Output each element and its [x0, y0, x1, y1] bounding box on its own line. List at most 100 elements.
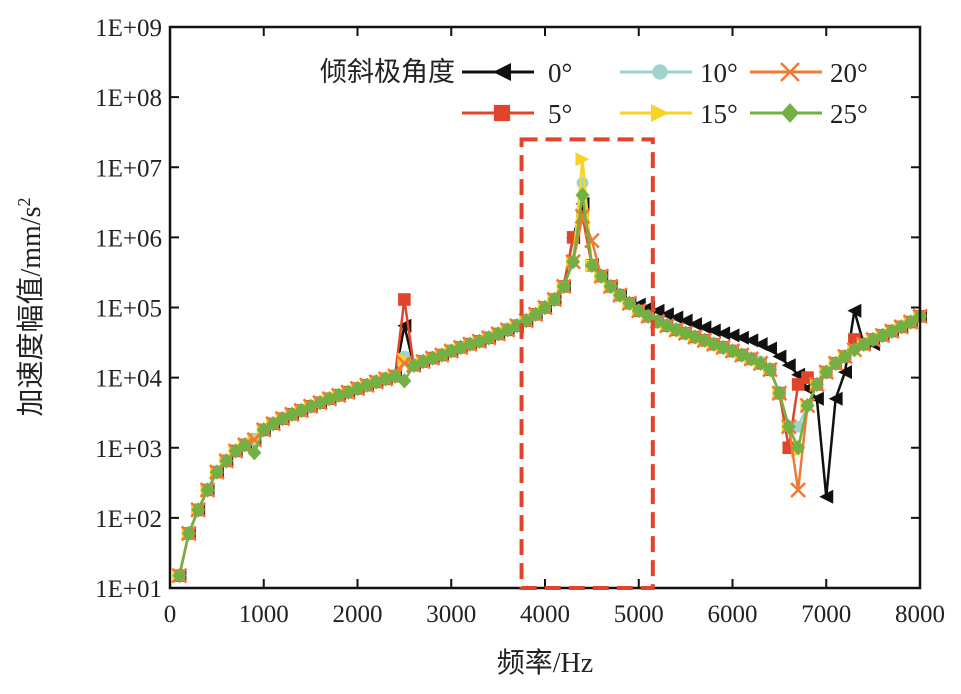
y-tick-label: 1E+09	[95, 15, 162, 42]
legend-entry: 0°	[462, 58, 572, 88]
data-point	[200, 482, 215, 498]
data-point	[772, 385, 787, 401]
data-point	[397, 373, 412, 389]
y-tick-label: 1E+08	[95, 85, 162, 112]
data-point	[209, 464, 224, 480]
x-tick-label: 1000	[239, 601, 289, 628]
x-tick-label: 0	[164, 601, 177, 628]
legend-marker	[781, 103, 799, 123]
data-point	[181, 525, 196, 542]
x-tick-label: 6000	[708, 601, 758, 628]
series-15deg	[172, 152, 927, 583]
data-point	[716, 326, 731, 341]
data-point	[603, 278, 618, 295]
data-point	[790, 482, 807, 498]
data-point	[172, 567, 187, 584]
data-point	[538, 299, 552, 316]
data-point	[809, 376, 824, 393]
data-point	[753, 337, 768, 352]
data-point	[706, 323, 721, 338]
legend-label: 15°	[700, 99, 738, 129]
x-tick-label: 4000	[520, 601, 570, 628]
legend-entry: 25°	[750, 99, 868, 129]
data-point	[613, 287, 627, 303]
data-point	[396, 355, 413, 372]
x-axis-title: 频率/Hz	[497, 647, 593, 679]
data-point	[622, 295, 637, 311]
y-tick-label: 1E+04	[95, 366, 162, 393]
y-axis-title-main: 加速度幅值/mm/s	[15, 206, 47, 416]
data-point	[763, 361, 777, 378]
data-point	[772, 349, 787, 364]
legend-marker	[652, 64, 668, 80]
data-point	[256, 422, 271, 438]
series-layer	[171, 152, 928, 584]
data-point	[528, 306, 543, 322]
legend-marker	[493, 104, 511, 122]
data-point	[819, 489, 834, 504]
data-point	[547, 291, 562, 308]
y-axis-title-sup: 2	[14, 197, 34, 206]
legend-entry: 10°	[620, 58, 738, 88]
y-tick-label: 1E+03	[95, 436, 162, 463]
data-point	[576, 176, 589, 189]
legend-title: 倾斜极角度	[320, 57, 455, 87]
data-point	[228, 443, 243, 459]
data-point	[781, 418, 796, 435]
data-point	[828, 391, 843, 406]
series-line	[178, 212, 921, 576]
data-point	[903, 314, 918, 330]
legend-label: 10°	[700, 58, 738, 88]
data-point	[847, 303, 862, 318]
legend-marker	[493, 63, 511, 81]
data-point	[734, 330, 749, 345]
y-axis-title: 加速度幅值/mm/s2	[14, 197, 47, 416]
tick-labels: 0 1000 2000 3000 4000 5000 6000 7000 8000 1E+01 1E…	[95, 15, 945, 628]
data-point	[809, 391, 824, 406]
data-point	[791, 440, 806, 456]
data-point	[838, 365, 852, 380]
data-point	[781, 358, 796, 373]
legend-entry: 20°	[750, 58, 868, 88]
data-point	[838, 348, 852, 365]
x-tick-label: 5000	[614, 601, 664, 628]
data-point	[594, 268, 609, 284]
series-25deg	[172, 187, 927, 584]
data-point	[819, 364, 834, 380]
data-point	[763, 341, 777, 356]
legend-marker	[651, 104, 669, 122]
data-point	[753, 355, 768, 372]
data-point	[219, 453, 234, 469]
axis-ticks	[170, 27, 920, 588]
y-tick-label: 1E+05	[95, 296, 162, 323]
series-line	[178, 159, 921, 576]
data-point	[575, 187, 590, 203]
data-point	[575, 152, 590, 167]
y-tick-label: 1E+01	[95, 576, 162, 603]
x-tick-label: 3000	[426, 601, 476, 628]
y-tick-label: 1E+02	[95, 506, 162, 533]
data-point	[847, 342, 862, 358]
legend-entry: 15°	[620, 99, 738, 129]
data-point	[247, 444, 262, 461]
data-point	[566, 253, 581, 270]
x-tick-label: 8000	[895, 601, 945, 628]
data-point	[828, 355, 843, 372]
series-line	[178, 211, 921, 576]
legend-label: 5°	[548, 99, 572, 129]
data-point	[397, 352, 412, 367]
x-tick-label: 2000	[333, 601, 383, 628]
x-tick-label: 7000	[801, 601, 851, 628]
data-point	[584, 257, 599, 273]
y-tick-label: 1E+06	[95, 225, 162, 252]
legend-label: 20°	[830, 58, 868, 88]
data-point	[556, 278, 571, 295]
legend-marker	[780, 62, 800, 82]
legend-label: 25°	[830, 99, 868, 129]
data-point	[398, 293, 411, 306]
data-point	[631, 303, 646, 319]
data-point	[725, 328, 740, 343]
legend-label: 0°	[548, 58, 572, 88]
legend: 倾斜极角度 0° 10° 20° 5° 15° 25°	[320, 57, 868, 129]
